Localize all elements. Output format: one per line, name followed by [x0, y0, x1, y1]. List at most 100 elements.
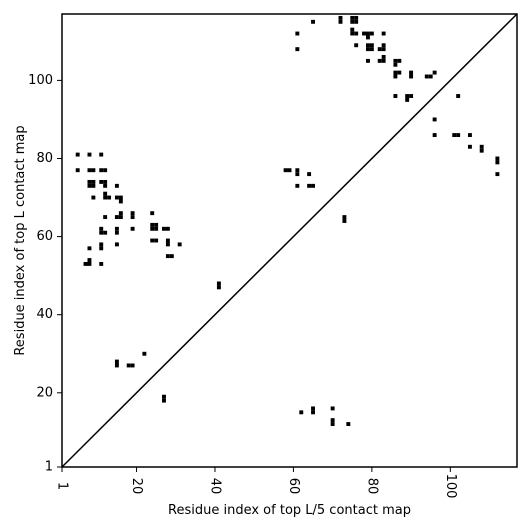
contact-point	[365, 31, 370, 36]
contact-point	[362, 31, 366, 36]
contact-point	[381, 31, 386, 36]
contact-point	[452, 133, 457, 138]
contact-point	[142, 351, 147, 356]
contact-point	[103, 215, 108, 220]
x-tick-label: 40	[207, 478, 222, 495]
contact-point	[99, 246, 104, 251]
contact-point	[330, 406, 335, 411]
contact-point	[354, 31, 359, 36]
contact-point	[162, 394, 166, 399]
contact-point	[365, 35, 370, 40]
contact-point	[307, 183, 312, 188]
contact-point	[162, 226, 166, 231]
x-tick-label: 100	[443, 474, 458, 499]
contact-point	[99, 242, 104, 247]
contact-point	[311, 410, 315, 415]
contact-point	[165, 242, 170, 247]
contact-point	[118, 211, 123, 216]
contact-point	[479, 148, 484, 153]
contact-point	[130, 211, 135, 216]
contact-point	[87, 246, 92, 251]
y-axis: 1 20 40 60 80 100	[28, 73, 62, 475]
contact-point	[150, 238, 155, 243]
contact-point	[114, 363, 119, 368]
contact-point	[354, 19, 359, 24]
contact-point	[295, 183, 300, 188]
contact-point	[83, 261, 88, 266]
x-axis: 1 20 40 60 80 100	[55, 467, 458, 498]
contact-point	[330, 422, 335, 426]
contact-point	[130, 226, 135, 231]
contact-point	[99, 261, 104, 266]
contact-point	[150, 222, 155, 227]
contact-point	[377, 58, 382, 63]
contact-point	[118, 195, 123, 200]
contact-point	[350, 15, 355, 20]
contact-point	[154, 238, 159, 243]
contact-point	[169, 254, 174, 259]
contact-point	[287, 168, 292, 173]
contact-point	[397, 58, 402, 63]
contact-point	[405, 97, 410, 102]
contact-point	[342, 215, 347, 220]
contact-point	[381, 55, 386, 59]
contact-point	[350, 27, 355, 32]
contact-point	[154, 226, 159, 231]
contact-point	[432, 133, 437, 138]
contact-point	[381, 58, 386, 63]
contact-point	[393, 94, 398, 98]
contact-point	[299, 410, 304, 415]
contact-point	[393, 70, 398, 75]
contact-point	[397, 70, 402, 75]
contact-points	[75, 15, 500, 426]
contact-point	[99, 168, 104, 173]
contact-point	[87, 261, 92, 266]
contact-point	[91, 183, 96, 188]
y-tick-label: 1	[45, 460, 53, 475]
contact-point	[495, 172, 500, 177]
contact-point	[354, 43, 359, 48]
contact-point	[377, 47, 382, 52]
contact-point	[393, 58, 398, 63]
contact-point	[409, 70, 414, 75]
contact-point	[103, 183, 108, 188]
contact-point	[150, 226, 155, 231]
contact-point	[467, 144, 472, 149]
contact-point	[283, 168, 288, 173]
contact-point	[216, 285, 221, 290]
x-tick-label: 60	[286, 478, 301, 495]
contact-point	[369, 31, 374, 36]
contact-point	[350, 31, 355, 36]
contact-point	[130, 215, 135, 220]
contact-point	[114, 242, 119, 247]
contact-point	[114, 215, 119, 220]
contact-point	[456, 133, 461, 138]
plot-frame	[61, 13, 518, 468]
contact-point	[99, 179, 104, 184]
contact-point	[369, 43, 374, 48]
contact-point	[114, 195, 119, 200]
contact-point	[87, 168, 92, 173]
contact-point	[495, 160, 500, 165]
contact-point	[99, 152, 104, 157]
contact-point	[307, 172, 312, 177]
contact-point	[365, 58, 370, 63]
contact-point	[118, 199, 123, 204]
contact-point	[330, 418, 335, 423]
contact-point	[103, 230, 108, 235]
contact-point	[479, 144, 484, 149]
contact-point	[338, 15, 343, 20]
contact-point	[165, 226, 170, 231]
contact-point	[91, 179, 96, 184]
contact-point	[350, 19, 355, 24]
contact-point	[409, 74, 414, 79]
contact-point	[338, 19, 343, 24]
y-axis-label: Residue index of top L contact map	[13, 125, 28, 355]
contact-point	[424, 74, 429, 79]
contact-point	[342, 219, 347, 223]
x-tick-label: 20	[129, 478, 144, 495]
contact-point	[87, 179, 92, 184]
contact-point	[75, 152, 80, 157]
contact-point	[311, 183, 315, 188]
